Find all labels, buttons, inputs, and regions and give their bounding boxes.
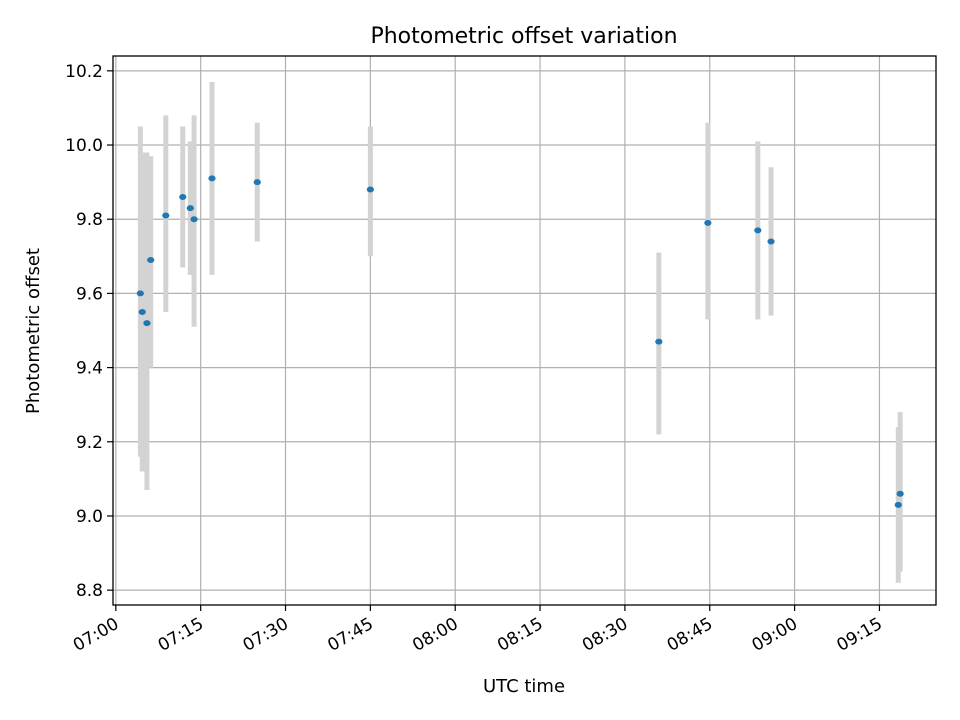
x-axis: 07:00 07:15 07:30 07:45 08:00 08:15 08:30 08:45… — [70, 605, 886, 656]
data-point — [704, 219, 712, 226]
data-point — [896, 490, 904, 497]
y-tick-label: 10.0 — [65, 136, 103, 156]
data-point — [147, 257, 155, 264]
x-tick-label: 07:45 — [324, 614, 376, 656]
x-tick-label: 09:15 — [834, 614, 886, 656]
data-point — [138, 308, 146, 315]
data-point — [162, 212, 170, 219]
grid — [113, 56, 936, 605]
data-point — [190, 216, 198, 223]
x-tick-label: 08:30 — [579, 614, 631, 656]
data-point — [767, 238, 775, 245]
data-point — [143, 320, 151, 327]
y-tick-label: 9.4 — [76, 359, 103, 379]
y-tick-label: 9.8 — [76, 210, 103, 230]
x-tick-label: 09:00 — [749, 614, 801, 656]
y-axis: 8.8 9.0 9.2 9.4 9.6 9.8 10.0 10.2 — [65, 62, 113, 601]
x-tick-label: 08:45 — [664, 614, 716, 656]
y-tick-label: 9.2 — [76, 433, 103, 453]
plot-frame — [112, 55, 937, 606]
chart-title: Photometric offset variation — [370, 24, 677, 49]
data-point — [186, 205, 194, 212]
y-tick-label: 10.2 — [65, 62, 103, 82]
x-tick-label: 07:00 — [70, 614, 122, 656]
y-axis-label: Photometric offset — [23, 248, 44, 414]
x-tick-label: 08:00 — [409, 614, 461, 656]
data-point — [894, 501, 902, 508]
x-tick-label: 07:15 — [155, 614, 207, 656]
data-point — [179, 193, 187, 200]
data-points — [136, 175, 904, 508]
x-axis-label: UTC time — [483, 676, 565, 697]
data-point — [208, 175, 216, 182]
error-bars — [137, 81, 903, 583]
x-tick-label: 07:30 — [240, 614, 292, 656]
x-tick-label: 08:15 — [494, 614, 546, 656]
y-tick-label: 9.6 — [76, 284, 103, 304]
y-tick-label: 9.0 — [76, 507, 103, 527]
data-point — [253, 179, 261, 186]
data-point — [754, 227, 762, 234]
data-point — [366, 186, 374, 193]
y-tick-label: 8.8 — [76, 581, 103, 601]
data-point — [136, 290, 144, 297]
data-point — [655, 338, 663, 345]
